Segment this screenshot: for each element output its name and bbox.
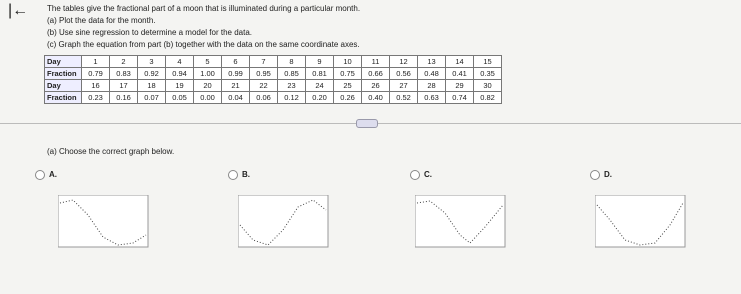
table-cell: 0.63 — [417, 91, 446, 104]
table-cell: 28 — [417, 79, 446, 92]
table-cell: 2 — [109, 55, 138, 68]
option[interactable]: A. — [35, 170, 57, 180]
table-cell: 17 — [109, 79, 138, 92]
table-row: Fraction 0.23 0.16 0.07 0.05 0.00 0.04 0.06 0.12… — [44, 91, 502, 104]
option[interactable]: B. — [228, 170, 250, 180]
table-cell: 20 — [193, 79, 222, 92]
table-cell: 0.07 — [137, 91, 166, 104]
table-cell: 0.06 — [249, 91, 278, 104]
table-cell: 0.48 — [417, 67, 446, 80]
table-cell: 13 — [417, 55, 446, 68]
option-label: C. — [424, 170, 432, 180]
graph-c — [415, 195, 506, 248]
table-cell: 0.04 — [221, 91, 250, 104]
option[interactable]: C. — [410, 170, 432, 180]
row-header: Day — [44, 55, 82, 68]
table-cell: 0.81 — [305, 67, 334, 80]
table-cell: 23 — [277, 79, 306, 92]
table-cell: 0.20 — [305, 91, 334, 104]
table-cell: 4 — [165, 55, 194, 68]
table-cell: 0.99 — [221, 67, 250, 80]
graph-b — [238, 195, 329, 248]
table-cell: 0.23 — [81, 91, 110, 104]
table-cell: 0.94 — [165, 67, 194, 80]
part: (b) Use sine regression to determine a m… — [47, 28, 252, 37]
table-cell: 0.26 — [333, 91, 362, 104]
table-cell: 3 — [137, 55, 166, 68]
graph-d — [595, 195, 686, 248]
table-cell: 0.66 — [361, 67, 390, 80]
table-cell: 11 — [361, 55, 390, 68]
table-cell: 26 — [361, 79, 390, 92]
intro: The tables give the fractional part of a… — [47, 4, 361, 13]
table-cell: 0.35 — [473, 67, 502, 80]
part: (c) Graph the equation from part (b) tog… — [47, 40, 360, 49]
option-label: D. — [604, 170, 612, 180]
table-cell: 0.40 — [361, 91, 390, 104]
part: (a) Plot the data for the month. — [47, 16, 156, 25]
table-cell: 7 — [249, 55, 278, 68]
option-label: B. — [242, 170, 250, 180]
table-cell: 0.85 — [277, 67, 306, 80]
table-cell: 0.92 — [137, 67, 166, 80]
option[interactable]: D. — [590, 170, 612, 180]
table-cell: 8 — [277, 55, 306, 68]
question: (a) Choose the correct graph below. — [47, 147, 175, 156]
table-cell: 0.00 — [193, 91, 222, 104]
data-table: Day 1 2 3 4 5 6 7 8 9 10 11 12 13 14 15 Fraction 0.79 0.83… — [44, 55, 502, 104]
table-cell: 0.52 — [389, 91, 418, 104]
table-row: Day 1 2 3 4 5 6 7 8 9 10 11 12 13 14 15 — [44, 55, 502, 68]
table-cell: 0.74 — [445, 91, 474, 104]
table-cell: 0.75 — [333, 67, 362, 80]
table-cell: 5 — [193, 55, 222, 68]
expand-button[interactable] — [356, 119, 378, 128]
row-header: Fraction — [44, 67, 82, 80]
graph-a — [58, 195, 149, 248]
table-cell: 0.05 — [165, 91, 194, 104]
table-cell: 0.82 — [473, 91, 502, 104]
table-cell: 9 — [305, 55, 334, 68]
table-cell: 15 — [473, 55, 502, 68]
table-cell: 0.95 — [249, 67, 278, 80]
table-cell: 19 — [165, 79, 194, 92]
table-cell: 21 — [221, 79, 250, 92]
table-cell: 0.16 — [109, 91, 138, 104]
table-cell: 1 — [81, 55, 110, 68]
table-cell: 29 — [445, 79, 474, 92]
table-cell: 0.56 — [389, 67, 418, 80]
table-cell: 30 — [473, 79, 502, 92]
table-cell: 0.79 — [81, 67, 110, 80]
table-cell: 6 — [221, 55, 250, 68]
row-header: Day — [44, 79, 82, 92]
row-header: Fraction — [44, 91, 82, 104]
table-row: Fraction 0.79 0.83 0.92 0.94 1.00 0.99 0.95 0.85… — [44, 67, 502, 80]
table-cell: 0.41 — [445, 67, 474, 80]
table-cell: 10 — [333, 55, 362, 68]
table-cell: 14 — [445, 55, 474, 68]
back-arrow[interactable]: |← — [8, 2, 29, 19]
table-row: Day 16 17 18 19 20 21 22 23 24 25 26 27 28 29 30 — [44, 79, 502, 92]
table-cell: 16 — [81, 79, 110, 92]
table-cell: 0.83 — [109, 67, 138, 80]
table-cell: 25 — [333, 79, 362, 92]
table-cell: 0.12 — [277, 91, 306, 104]
table-cell: 12 — [389, 55, 418, 68]
table-cell: 24 — [305, 79, 334, 92]
option-label: A. — [49, 170, 57, 180]
table-cell: 18 — [137, 79, 166, 92]
table-cell: 27 — [389, 79, 418, 92]
table-cell: 1.00 — [193, 67, 222, 80]
table-cell: 22 — [249, 79, 278, 92]
